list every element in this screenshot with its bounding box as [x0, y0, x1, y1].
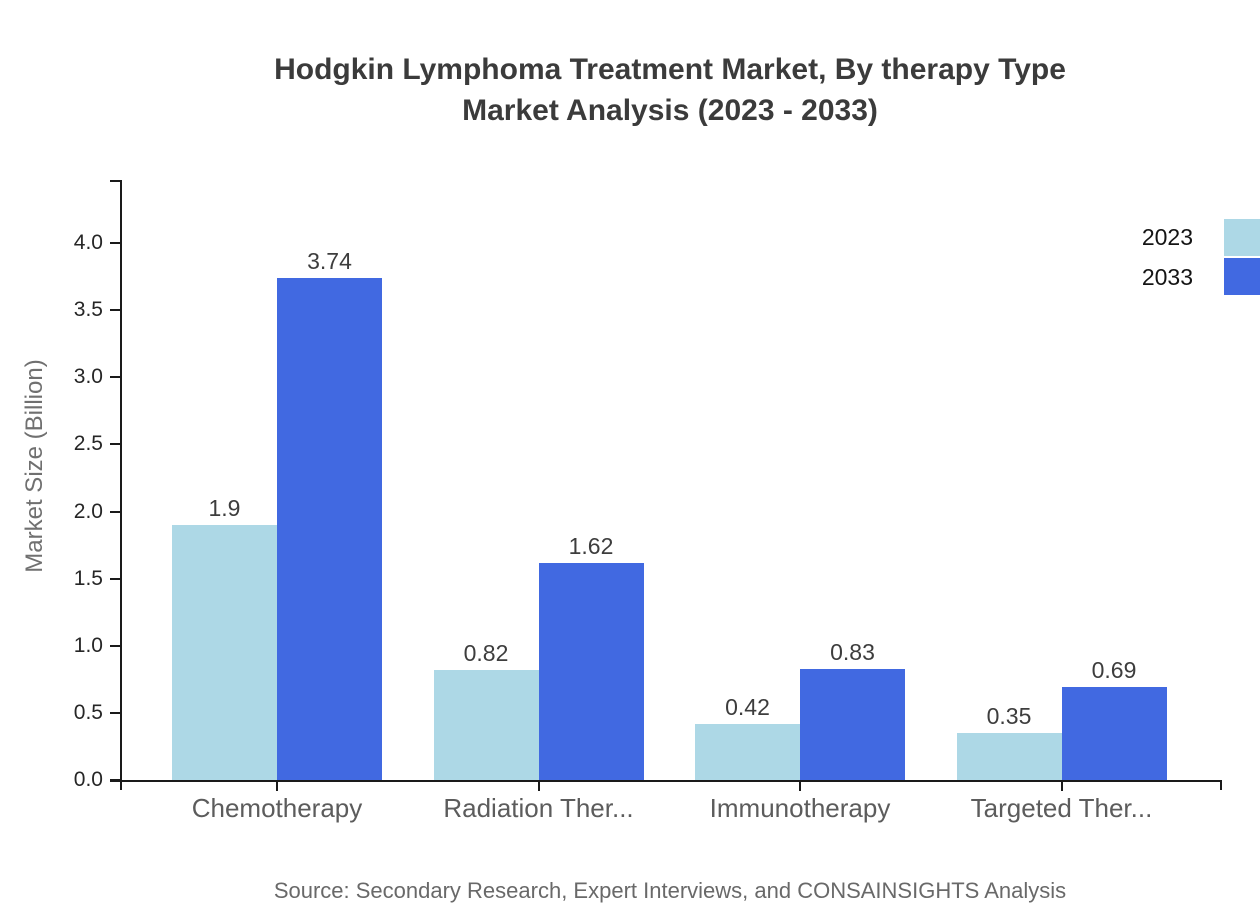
- x-category-label: Radiation Ther...: [443, 793, 634, 823]
- legend-label-2023: 2023: [1141, 224, 1193, 250]
- x-axis-left-cap: [120, 780, 122, 790]
- bar-2023-category-2: [695, 724, 800, 780]
- bar-value-2023-category-2: 0.42: [725, 694, 770, 720]
- bar-value-2023-category-1: 0.82: [463, 640, 509, 666]
- bar-2033-category-0: [277, 278, 382, 780]
- y-tick-label: 0.5: [73, 700, 103, 724]
- bar-value-2033-category-3: 0.69: [1091, 657, 1137, 683]
- source-note: Source: Secondary Research, Expert Inter…: [273, 878, 1067, 903]
- bar-2033-category-3: [1061, 687, 1167, 780]
- y-tick: [110, 779, 120, 781]
- y-tick: [110, 711, 120, 714]
- bar-value-2033-category-2: 0.83: [830, 639, 875, 665]
- y-tick: [110, 577, 120, 580]
- y-axis-line: [120, 180, 122, 782]
- y-tick: [110, 376, 120, 379]
- y-tick: [110, 443, 120, 446]
- y-tick-label: 1.0: [73, 633, 103, 657]
- bar-2023-category-0: [172, 525, 277, 780]
- bar-value-2033-category-1: 1.62: [568, 533, 614, 559]
- x-category-label: Chemotherapy: [191, 793, 363, 823]
- x-axis-line: [120, 780, 1222, 782]
- y-tick-label: 3.0: [73, 365, 103, 389]
- y-tick-label: 3.5: [73, 298, 103, 322]
- x-category-label: Targeted Ther...: [970, 793, 1153, 823]
- bar-2023-category-3: [956, 733, 1062, 780]
- y-tick-label: 0.0: [73, 768, 103, 791]
- x-axis-right-cap: [1220, 780, 1222, 790]
- x-tick: [799, 782, 801, 791]
- y-tick: [110, 309, 120, 312]
- y-tick-label: 4.0: [73, 231, 103, 254]
- legend-swatch-2023: [1224, 219, 1260, 256]
- x-tick: [537, 782, 540, 791]
- legend-swatch-2033: [1224, 258, 1260, 295]
- y-tick: [110, 510, 120, 513]
- y-tick-label: 1.5: [73, 566, 103, 590]
- x-category-label: Immunotherapy: [709, 793, 891, 823]
- bar-value-2023-category-3: 0.35: [986, 703, 1032, 729]
- bar-2033-category-2: [800, 669, 905, 780]
- y-axis-top-cap: [110, 180, 120, 182]
- chart-title: Hodgkin Lymphoma Treatment Market, By th…: [120, 49, 1220, 131]
- chart-title-line-2: Market Analysis (2023 - 2033): [462, 94, 878, 127]
- x-tick: [276, 782, 278, 791]
- chart-title-line-1: Hodgkin Lymphoma Treatment Market, By th…: [274, 53, 1066, 86]
- y-tick-label: 2.5: [73, 432, 103, 456]
- bar-value-2023-category-0: 1.9: [208, 495, 241, 521]
- y-tick: [110, 644, 120, 647]
- legend-label-2033: 2033: [1141, 264, 1193, 290]
- y-tick: [110, 242, 120, 244]
- bar-value-2033-category-0: 3.74: [307, 248, 352, 274]
- bar-2033-category-1: [538, 563, 644, 780]
- y-axis-bottom-cap: [110, 780, 120, 782]
- bar-2023-category-1: [433, 670, 539, 780]
- y-tick-label: 2.0: [73, 499, 103, 523]
- x-tick: [1060, 782, 1063, 791]
- y-axis-title: Market Size (Billion): [21, 359, 48, 573]
